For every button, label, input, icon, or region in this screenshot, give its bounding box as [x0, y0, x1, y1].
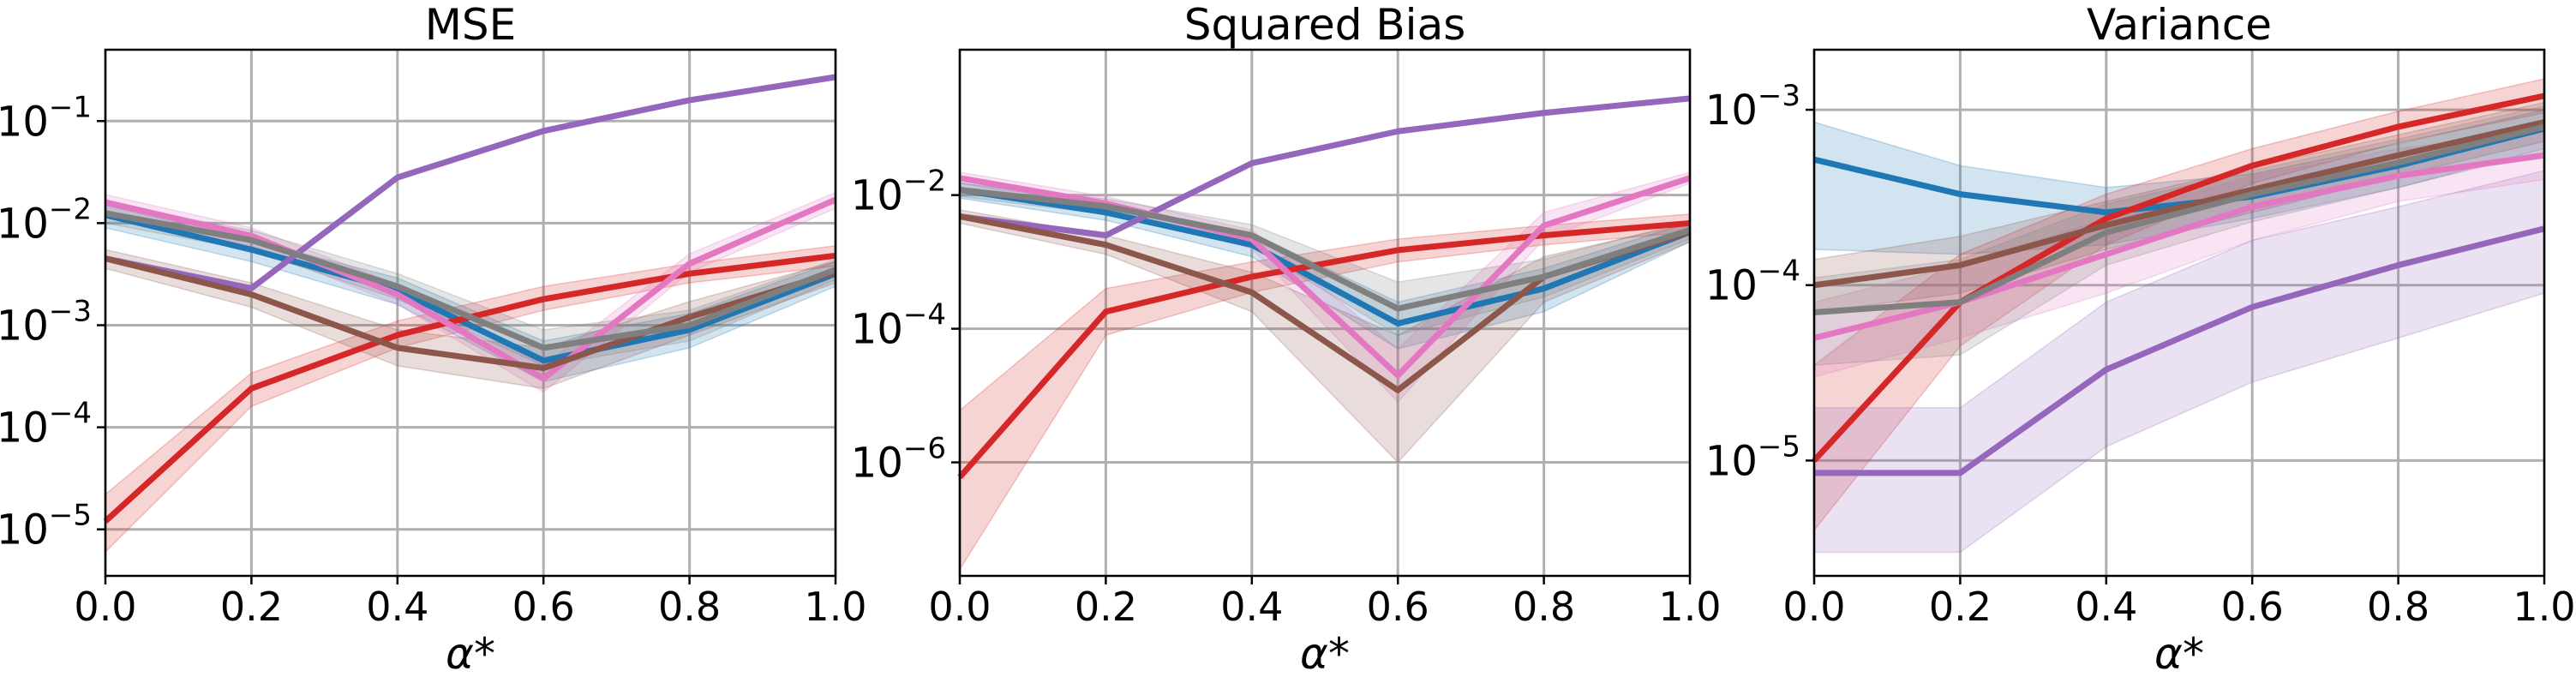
y-tick-label: 10−4	[851, 298, 946, 354]
x-tick-label: 0.4	[1220, 584, 1283, 630]
y-tick-label: 10−5	[0, 499, 92, 554]
chart-title: Squared Bias	[1184, 0, 1466, 50]
y-tick-label: 10−2	[851, 165, 946, 220]
x-tick-label: 0.6	[512, 584, 575, 630]
x-axis-label: α*	[446, 629, 495, 677]
series-1-line	[105, 212, 837, 364]
y-tick-label: 10−4	[0, 397, 92, 452]
x-tick-label: 1.0	[804, 584, 866, 630]
series-4-line	[105, 196, 837, 382]
series-2-line	[1812, 93, 2545, 463]
plot-frame	[1812, 48, 2546, 578]
plot-frame	[104, 48, 837, 578]
y-tick-label: 10−2	[0, 192, 92, 248]
x-tick-label: 0.6	[2221, 584, 2284, 630]
x-tick-label: 0.2	[1929, 584, 1992, 630]
series-6-line	[105, 210, 837, 351]
chart-panel-3: 0.0 0.2 0.4 0.6 0.8 1.0 10−5 10−4 10−3 Variance α*	[1705, 0, 2576, 677]
series-4-line	[959, 175, 1692, 379]
y-tick-label: 10−6	[851, 432, 946, 488]
x-tick-label: 0.8	[658, 584, 721, 630]
series-2-line	[957, 219, 1691, 480]
series-3-line	[105, 74, 836, 291]
x-tick-label: 0.2	[1075, 584, 1137, 630]
x-tick-label: 0.4	[2075, 584, 2137, 630]
chart-title: MSE	[425, 0, 516, 50]
x-axis-label: α*	[2154, 629, 2204, 677]
y-tick-label: 10−3	[0, 294, 92, 350]
x-tick-label: 0.0	[1782, 584, 1845, 630]
series-5-line	[105, 255, 837, 372]
y-tick-label: 10−4	[1705, 255, 1800, 310]
y-tick-label: 10−3	[1705, 79, 1800, 135]
series-3-line	[959, 95, 1691, 239]
chart-panel-2: 0.0 0.2 0.4 0.6 0.8 1.0 10−6 10−4 10−2 Squared Bi…	[851, 0, 1722, 677]
x-tick-label: 0.0	[928, 584, 991, 630]
plot-frame	[958, 48, 1692, 578]
chart-panel-1: 0.0 0.2 0.4 0.6 0.8 1.0 10−5 10−4 10−3 10−2 10−1 MS…	[0, 0, 867, 677]
chart-title: Variance	[2087, 0, 2272, 50]
series-5-line	[1813, 119, 2545, 289]
x-tick-label: 0.0	[74, 584, 136, 630]
x-tick-label: 0.2	[220, 584, 283, 630]
x-tick-label: 0.4	[366, 584, 428, 630]
series-6-line	[1813, 123, 2545, 315]
x-tick-label: 0.6	[1367, 584, 1429, 630]
x-tick-label: 0.8	[1513, 584, 1575, 630]
series-4-line	[1813, 152, 2545, 341]
x-axis-label: α*	[1300, 629, 1350, 677]
y-tick-label: 10−5	[1705, 429, 1800, 485]
x-tick-label: 1.0	[2513, 584, 2575, 630]
x-tick-label: 0.8	[2367, 584, 2429, 630]
x-tick-label: 1.0	[1658, 584, 1721, 630]
series-1-line	[959, 187, 1692, 327]
series-3-line	[1814, 225, 2545, 476]
y-tick-label: 10−1	[0, 90, 92, 146]
series-6-line	[959, 187, 1692, 312]
